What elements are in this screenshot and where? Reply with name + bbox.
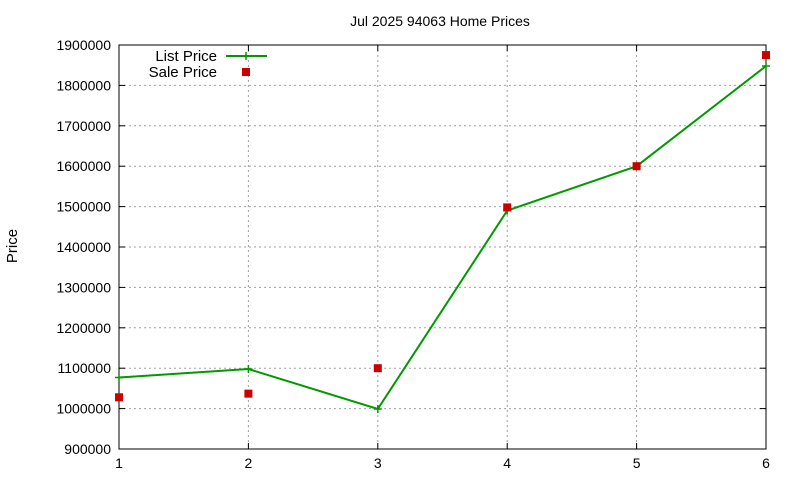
y-axis-label: Price bbox=[4, 229, 21, 263]
legend-marker bbox=[242, 52, 250, 60]
data-point bbox=[632, 162, 641, 171]
y-tick-label: 1000000 bbox=[56, 401, 111, 417]
data-point bbox=[373, 405, 382, 414]
y-tick-label: 900000 bbox=[64, 441, 111, 457]
data-point bbox=[244, 365, 253, 374]
x-tick-label: 4 bbox=[503, 455, 511, 471]
data-point bbox=[244, 389, 253, 398]
legend-label: List Price bbox=[155, 48, 217, 65]
grid bbox=[119, 45, 766, 449]
legend-label: Sale Price bbox=[149, 64, 217, 81]
data-point bbox=[503, 203, 512, 212]
data-point bbox=[762, 62, 770, 71]
y-tick-label: 1200000 bbox=[56, 320, 111, 336]
y-tick-label: 1400000 bbox=[56, 239, 111, 255]
legend-item: Sale Price bbox=[149, 64, 250, 81]
series-line bbox=[118, 65, 767, 411]
x-tick-label: 6 bbox=[762, 455, 770, 471]
data-point bbox=[115, 393, 123, 402]
x-tick-label: 5 bbox=[633, 455, 641, 471]
data-point bbox=[762, 51, 770, 60]
y-tick-label: 1600000 bbox=[56, 158, 111, 174]
y-tick-label: 1300000 bbox=[56, 279, 111, 295]
x-tick-label: 3 bbox=[374, 455, 382, 471]
chart-title: Jul 2025 94063 Home Prices bbox=[350, 13, 530, 29]
x-tick-label: 2 bbox=[245, 455, 253, 471]
x-tick-label: 1 bbox=[115, 455, 123, 471]
y-tick-label: 1500000 bbox=[56, 199, 111, 215]
series-sale-price bbox=[115, 51, 770, 402]
y-axis: 900000 1000000 1100000 1200000 1300000 140000… bbox=[56, 37, 766, 457]
data-point bbox=[373, 364, 382, 373]
y-tick-label: 1100000 bbox=[58, 360, 112, 376]
y-tick-label: 1800000 bbox=[56, 77, 111, 93]
y-tick-label: 1700000 bbox=[56, 118, 111, 134]
series-layer bbox=[115, 51, 770, 414]
legend-marker bbox=[242, 68, 250, 76]
y-tick-label: 1900000 bbox=[56, 37, 111, 53]
plot-frame bbox=[118, 44, 767, 450]
legend-item: List Price bbox=[155, 48, 267, 65]
series-list-price bbox=[115, 62, 770, 414]
data-point bbox=[115, 373, 123, 382]
x-axis: 1 2 3 4 5 6 bbox=[115, 45, 770, 471]
